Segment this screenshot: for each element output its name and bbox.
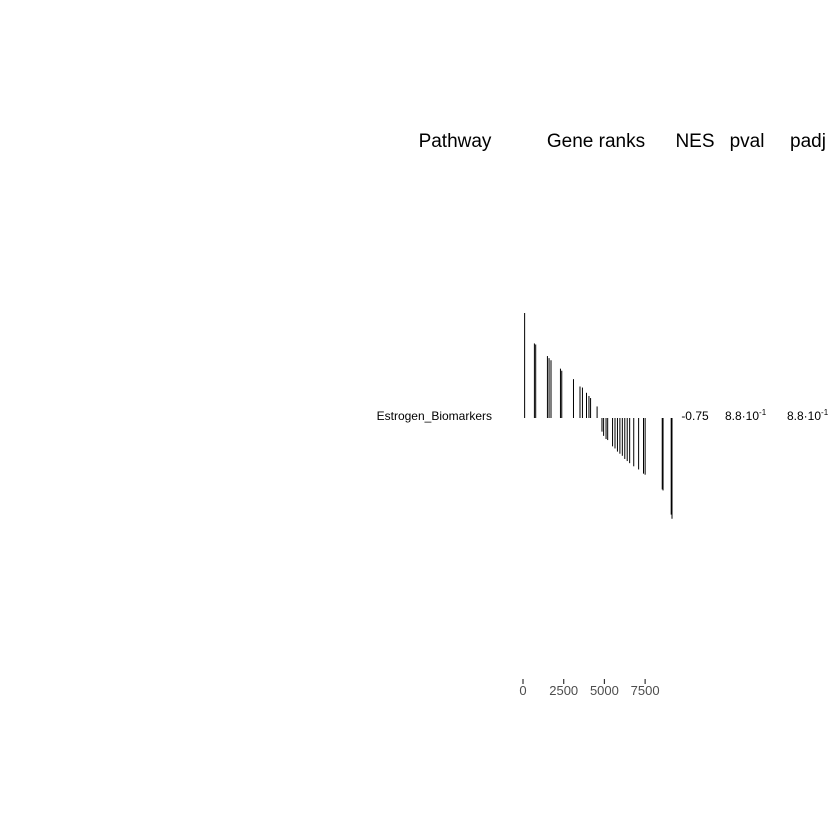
header-pval: pval xyxy=(730,131,765,152)
padj-exponent: -1 xyxy=(821,408,829,417)
row-pval-value: 8.8·10-1 xyxy=(725,408,767,423)
row-nes-value: -0.75 xyxy=(681,409,709,423)
x-tick-label-3: 7500 xyxy=(631,683,660,698)
gene-rank-bars xyxy=(524,313,673,519)
header-pathway: Pathway xyxy=(419,131,492,152)
pval-exponent: -1 xyxy=(759,408,767,417)
padj-mantissa: 8.8·10 xyxy=(787,409,821,423)
x-tick-label-2: 5000 xyxy=(590,683,619,698)
header-gene-ranks: Gene ranks xyxy=(547,131,645,152)
header-nes: NES xyxy=(675,131,714,152)
pval-mantissa: 8.8·10 xyxy=(725,409,759,423)
header-padj: padj xyxy=(790,131,826,152)
x-tick-label-0: 0 xyxy=(519,683,526,698)
x-axis: 0 2500 5000 7500 xyxy=(519,679,660,698)
x-tick-label-1: 2500 xyxy=(549,683,578,698)
row-pathway-name: Estrogen_Biomarkers xyxy=(377,409,492,423)
row-padj-value: 8.8·10-1 xyxy=(787,408,829,423)
